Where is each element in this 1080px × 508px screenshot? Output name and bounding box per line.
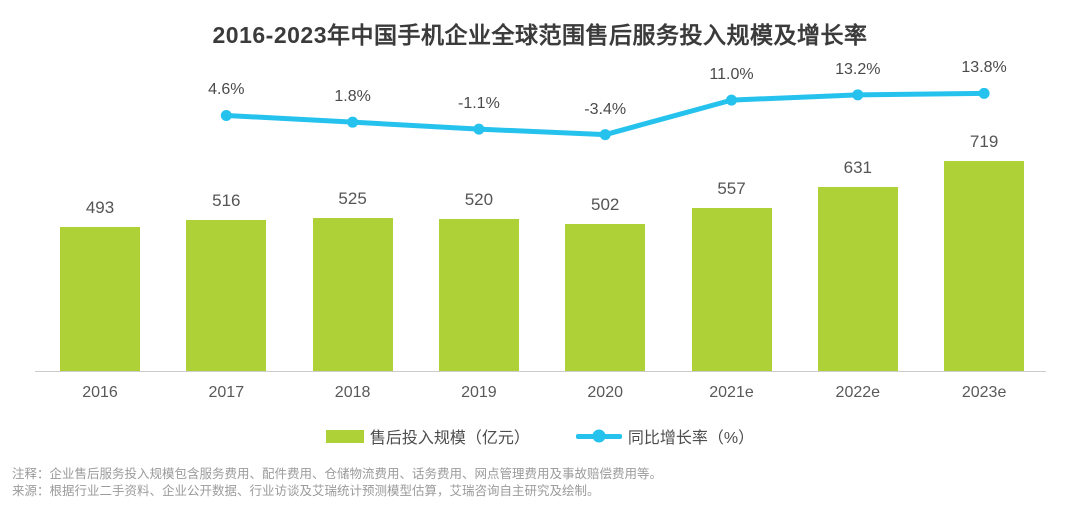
chart-legend: 售后投入规模（亿元） 同比增长率（%） (0, 424, 1080, 448)
x-axis-line (35, 371, 1046, 372)
x-axis-label-2019: 2019 (461, 384, 497, 401)
line-point-2019 (473, 123, 485, 135)
line-point-2023e (978, 87, 990, 99)
chart-title: 2016-2023年中国手机企业全球范围售后服务投入规模及增长率 (212, 22, 868, 48)
footnote-source: 来源：根据行业二手资料、企业公开数据、行业访谈及艾瑞统计预测模型估算，艾瑞咨询自… (12, 484, 600, 498)
x-axis-label-2022e: 2022e (835, 384, 881, 401)
bar-2020 (565, 224, 646, 371)
line-point-2017 (220, 109, 232, 121)
growth-label-2017: 4.6% (208, 81, 245, 99)
legend-bar-label: 售后投入规模（亿元） (369, 430, 530, 447)
bar-2018 (312, 218, 393, 371)
growth-label-2018: 1.8% (334, 88, 371, 106)
footnote-note: 注释：企业售后服务投入规模包含服务费用、配件费用、仓储物流费用、话务费用、网点管… (12, 467, 663, 481)
bar-2019 (438, 219, 519, 371)
bar-value-label-2023e: 719 (969, 132, 999, 151)
bar-value-label-2021e: 557 (717, 179, 746, 198)
line-series-dot-icon (592, 429, 606, 443)
legend-item-line: 同比增长率（%） (575, 424, 755, 448)
bar-2017 (186, 220, 267, 371)
bar-value-label-2018: 525 (338, 189, 367, 208)
bar-value-label-2017: 516 (212, 191, 241, 210)
footnotes: 注释：企业售后服务投入规模包含服务费用、配件费用、仓储物流费用、话务费用、网点管… (12, 466, 662, 500)
bar-2016 (60, 227, 140, 371)
line-point-2022e (852, 89, 864, 101)
line-point-2018 (347, 116, 359, 128)
legend-line-label: 同比增长率（%） (627, 430, 755, 447)
line-series-marker-icon (575, 429, 622, 443)
x-axis-label-2017: 2017 (208, 384, 245, 401)
x-axis-label-2020: 2020 (587, 384, 623, 401)
bar-value-label-2016: 493 (85, 198, 115, 217)
x-axis-label-2018: 2018 (334, 384, 371, 401)
growth-label-2021e: 11.0% (709, 66, 754, 84)
bar-value-label-2022e: 631 (843, 158, 872, 177)
bar-2021e (691, 208, 772, 371)
growth-label-2019: -1.1% (457, 95, 500, 113)
growth-label-2023e: 13.8% (961, 59, 1007, 77)
growth-label-2020: -3.4% (584, 100, 627, 118)
x-axis-label-2016: 2016 (82, 384, 118, 401)
bar-value-label-2019: 520 (464, 190, 494, 209)
bar-2023e (944, 161, 1025, 371)
x-axis-label-2023e: 2023e (961, 384, 1007, 401)
bar-value-label-2020: 502 (591, 195, 620, 214)
bar-2022e (817, 187, 898, 371)
line-point-2020 (599, 129, 611, 141)
legend-item-bar: 售后投入规模（亿元） (325, 424, 530, 448)
growth-label-2022e: 13.2% (835, 60, 881, 78)
line-point-2021e (726, 94, 737, 106)
x-axis-label-2021e: 2021e (709, 384, 754, 401)
bar-series-swatch-icon (325, 429, 364, 443)
